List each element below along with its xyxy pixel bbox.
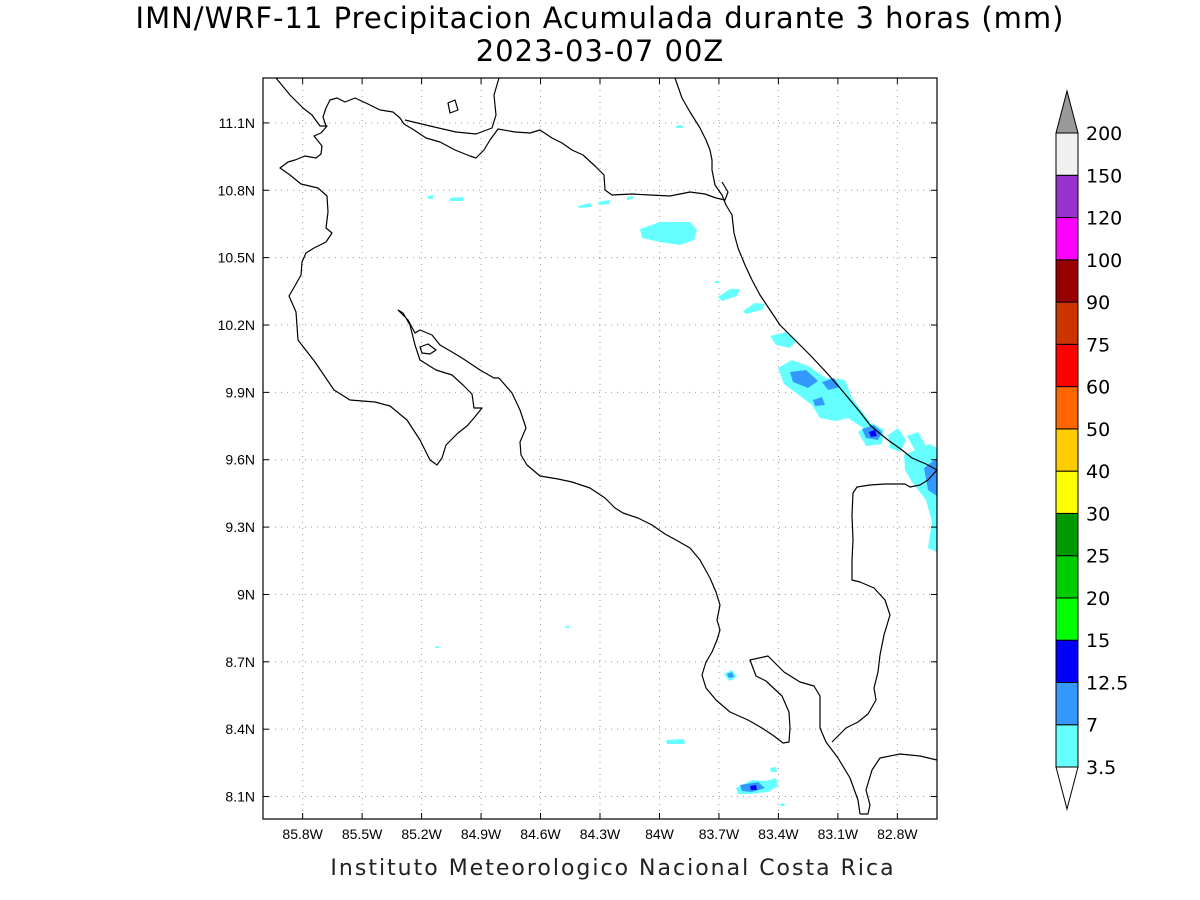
- x-tick-label: 85.2W: [401, 826, 442, 842]
- plot-frame: [262, 77, 938, 820]
- map-subtitle-date: 2023-03-07 00Z: [475, 34, 725, 68]
- y-tick-label: 11.1N: [219, 115, 255, 131]
- legend-swatch: [1055, 470, 1079, 514]
- color-legend: 3.5 7 12.5 15 20 25 30 40 50 60 75 90 100 120 150 200: [1055, 89, 1128, 811]
- legend-label: 20: [1086, 588, 1110, 610]
- legend-swatch: [1055, 428, 1079, 472]
- y-tick-label: 8.4N: [225, 721, 255, 737]
- footer-credit: Instituto Meteorologico Nacional Costa R…: [330, 856, 896, 881]
- legend-swatch: [1055, 174, 1079, 219]
- legend-swatch: [1055, 217, 1079, 261]
- legend-label: 7: [1086, 715, 1098, 737]
- legend-swatch: [1055, 132, 1079, 176]
- legend-label: 40: [1086, 461, 1110, 483]
- x-tick-label: 83.7W: [699, 826, 740, 842]
- legend-under-arrow: [1055, 766, 1079, 811]
- x-tick-label: 85.8W: [282, 826, 323, 842]
- legend-swatch: [1055, 724, 1079, 768]
- x-tick-label: 83.4W: [758, 826, 799, 842]
- legend-label: 12.5: [1086, 672, 1128, 694]
- legend-label: 90: [1086, 292, 1110, 314]
- legend-swatch: [1055, 512, 1079, 557]
- legend-swatch: [1055, 343, 1079, 388]
- legend-swatch: [1055, 681, 1079, 726]
- precip-12.5mm-areas: [750, 430, 877, 790]
- legend-label: 150: [1086, 165, 1122, 187]
- x-tick-label: 84.9W: [461, 826, 502, 842]
- legend-swatch: [1055, 259, 1079, 303]
- legend-label: 30: [1086, 503, 1110, 525]
- x-tick-label: 85.5W: [342, 826, 383, 842]
- legend-swatch: [1055, 597, 1079, 641]
- legend-label: 3.5: [1086, 757, 1116, 779]
- axis-ticks: 85.8W 85.5W 85.2W 84.9W 84.6W 84.3W 84W 83.7W 83…: [218, 78, 937, 842]
- x-tick-label: 84.3W: [580, 826, 621, 842]
- legend-over-arrow: [1055, 89, 1079, 134]
- legend-label: 60: [1086, 377, 1110, 399]
- map-title: IMN/WRF-11 Precipitacion Acumulada duran…: [135, 1, 1065, 35]
- y-tick-label: 9.6N: [225, 452, 255, 468]
- legend-label: 75: [1086, 334, 1110, 356]
- x-tick-label: 84W: [645, 826, 675, 842]
- y-tick-label: 10.8N: [218, 182, 255, 198]
- x-tick-label: 84.6W: [520, 826, 561, 842]
- legend-swatch: [1055, 386, 1079, 430]
- legend-label: 15: [1086, 630, 1110, 652]
- coastline-borders: [275, 78, 937, 815]
- y-tick-label: 10.2N: [218, 317, 255, 333]
- legend-swatch: [1055, 301, 1079, 345]
- legend-label: 120: [1086, 208, 1122, 230]
- y-tick-label: 9.9N: [225, 384, 255, 400]
- y-tick-label: 9N: [237, 586, 255, 602]
- y-tick-label: 8.1N: [225, 789, 255, 805]
- precip-3.5mm-areas: [428, 125, 937, 806]
- y-tick-label: 10.5N: [218, 250, 255, 266]
- x-tick-label: 83.1W: [818, 826, 859, 842]
- y-tick-label: 9.3N: [225, 519, 255, 535]
- legend-swatch: [1055, 555, 1079, 599]
- map-grid: [263, 78, 937, 819]
- legend-swatch: [1055, 639, 1079, 683]
- legend-label: 25: [1086, 546, 1110, 568]
- legend-label: 100: [1086, 250, 1122, 272]
- legend-label: 200: [1086, 123, 1122, 145]
- x-tick-label: 82.8W: [877, 826, 918, 842]
- y-tick-label: 8.7N: [225, 654, 255, 670]
- legend-label: 50: [1086, 419, 1110, 441]
